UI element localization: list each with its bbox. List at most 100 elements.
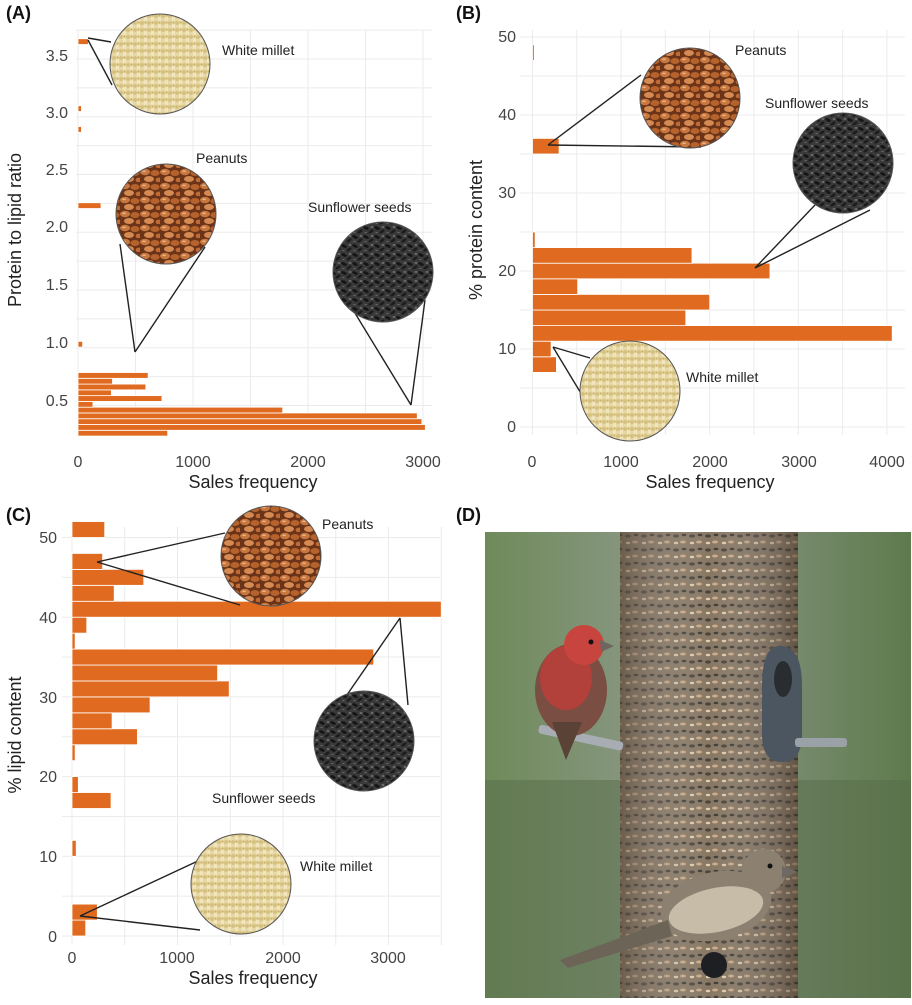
panel-a-x-tick: 2000 <box>290 454 326 471</box>
panel-c-bar <box>71 664 218 682</box>
panel-a-leader-line <box>119 243 136 353</box>
panel-c-callout-peanuts: Peanuts <box>322 516 373 532</box>
panel-c-bar <box>71 568 145 586</box>
panel-a-chart: (A) 0 1000 2000 3000 0.5 1.0 1.5 2.0 2.5… <box>5 3 441 492</box>
panel-a-bar <box>77 202 102 209</box>
panel-c-bar <box>71 632 76 650</box>
panel-b-leader-line <box>547 144 702 148</box>
panel-c-bar <box>71 792 112 809</box>
house-finches-on-seed-feeder-photo <box>485 532 911 998</box>
panel-b-callout-sunflower-seeds: Sunflower seeds <box>765 95 869 111</box>
panel-b-bar <box>532 278 579 295</box>
panel-c-x-tick: 0 <box>68 950 77 967</box>
panel-a-callout-peanuts: Peanuts <box>196 150 247 166</box>
panel-b-y-tick: 50 <box>498 29 516 46</box>
panel-b-bar <box>532 262 771 280</box>
panel-c-leader-line <box>399 617 409 706</box>
panel-b-bar <box>532 44 535 61</box>
panel-d-photo: (D) <box>456 505 911 998</box>
panel-d-label: (D) <box>456 505 481 525</box>
panel-a-bar <box>77 38 89 45</box>
panel-a-leader-line <box>410 299 426 406</box>
white-millet-seed-photo-icon <box>579 340 681 442</box>
panel-a-bar <box>77 401 94 408</box>
panel-c-bars <box>71 521 442 937</box>
panel-b-x-ticks: 0 1000 2000 3000 4000 <box>528 454 905 471</box>
panel-b-leader-line <box>552 346 591 359</box>
panel-c-leader-line <box>79 859 201 917</box>
panel-b-leader-line <box>754 209 871 269</box>
panel-c-y-tick: 0 <box>48 929 57 946</box>
panel-a-label: (A) <box>6 3 31 23</box>
panel-a-bar <box>77 372 149 379</box>
panel-b-x-tick: 1000 <box>603 454 639 471</box>
panel-b-y-tick: 30 <box>498 185 516 202</box>
panel-a-leader-line <box>346 299 412 406</box>
panel-b-leader-line <box>754 204 816 269</box>
panel-b-x-tick: 0 <box>528 454 537 471</box>
panel-b-y-tick: 40 <box>498 107 516 124</box>
panel-a-bar <box>77 340 83 348</box>
white-millet-seed-photo-icon <box>109 13 211 115</box>
panel-b-bar <box>532 231 536 249</box>
panel-a-y-tick: 2.5 <box>46 162 68 179</box>
panel-a-bar <box>77 377 113 385</box>
peanut-seed-photo-icon <box>220 505 322 607</box>
sunflower-seed-photo-icon <box>792 112 894 214</box>
panel-a-y-tick: 1.0 <box>46 335 68 352</box>
panel-c-bar <box>71 680 230 698</box>
panel-a-y-tick: 2.0 <box>46 219 68 236</box>
panel-c-y-tick: 40 <box>39 610 57 627</box>
panel-b-leader-line <box>547 74 642 146</box>
panel-a-bar <box>77 395 163 402</box>
panel-a-bar <box>77 418 423 425</box>
panel-a-leader-line <box>134 246 206 353</box>
panel-b-y-ticks: 0 10 20 30 40 50 <box>498 29 516 436</box>
panel-c-bar <box>71 616 88 634</box>
panel-c-label: (C) <box>6 505 31 525</box>
panel-c-bar <box>71 744 76 762</box>
panel-b-bars <box>532 44 893 373</box>
panel-a-bar <box>77 389 112 397</box>
panel-a-x-ticks: 0 1000 2000 3000 <box>74 454 441 471</box>
panel-a-bar <box>77 406 284 414</box>
panel-a-bar <box>77 412 418 420</box>
panel-c-y-tick: 20 <box>39 769 57 786</box>
panel-c-y-axis-label: % lipid content <box>5 676 25 793</box>
panel-c-y-tick: 50 <box>39 530 57 547</box>
panel-b-x-tick: 4000 <box>869 454 905 471</box>
panel-a-x-tick: 3000 <box>405 454 441 471</box>
panel-c-leader-line <box>79 915 201 931</box>
panel-a-bar <box>77 424 426 431</box>
peanut-seed-photo-icon <box>639 47 741 149</box>
panel-c-bar <box>71 839 77 857</box>
panel-c-bar <box>71 728 138 746</box>
panel-a-leader-line <box>87 37 112 43</box>
panel-b-x-tick: 3000 <box>781 454 817 471</box>
panel-b-label: (B) <box>456 3 481 23</box>
panel-a-leader-line <box>87 39 113 86</box>
panel-a-x-tick: 1000 <box>175 454 211 471</box>
panel-b-callout-peanuts: Peanuts <box>735 42 786 58</box>
panel-c-x-tick: 3000 <box>370 950 406 967</box>
panel-c-x-tick: 1000 <box>159 950 195 967</box>
panel-a-y-tick: 1.5 <box>46 277 68 294</box>
panel-b-x-axis-label: Sales frequency <box>645 472 774 492</box>
panel-a-bar <box>77 429 169 437</box>
panel-a-callout-sunflower-seeds: Sunflower seeds <box>308 199 412 215</box>
panel-c-bar <box>71 919 87 937</box>
panel-b-y-axis-label: % protein content <box>466 160 486 300</box>
panel-b-bar <box>532 247 693 264</box>
panel-c-x-axis-label: Sales frequency <box>188 968 317 988</box>
panel-a-bar <box>77 383 147 391</box>
panel-b-bar <box>532 137 560 155</box>
panel-a-bar <box>77 105 82 112</box>
panel-c-leader-line <box>96 561 241 606</box>
panel-c-bar <box>71 696 151 714</box>
peanut-seed-photo-icon <box>115 163 217 265</box>
panel-b-callout-white-millet: White millet <box>686 369 758 385</box>
panel-a-y-tick: 3.0 <box>46 105 68 122</box>
panel-c-y-ticks: 0 10 20 30 40 50 <box>39 530 57 946</box>
panel-c-callout-sunflower-seeds: Sunflower seeds <box>212 790 316 806</box>
panel-c-x-ticks: 0 1000 2000 3000 <box>68 950 406 967</box>
